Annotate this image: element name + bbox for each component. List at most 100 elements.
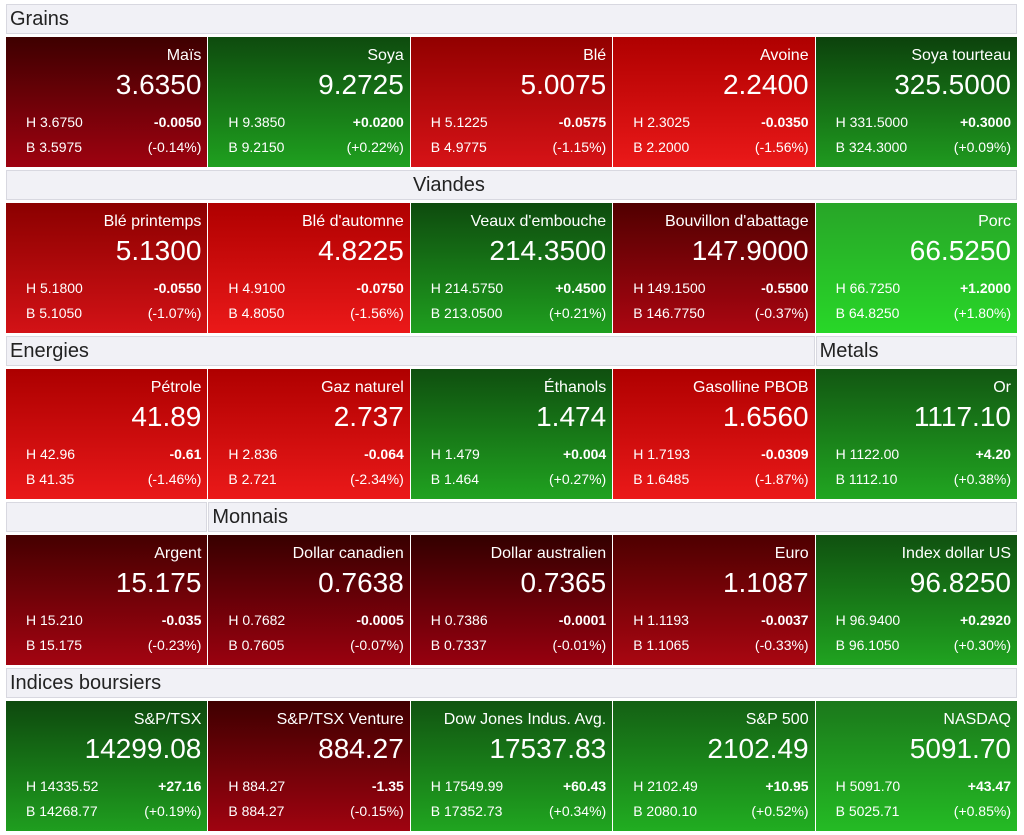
quote-percent: (-1.56%) xyxy=(350,305,404,321)
section-header-row: Energies Metals xyxy=(6,336,1017,366)
section-header-row: Monnais xyxy=(6,502,1017,532)
quote-tile: Blé 5.0075 H 5.1225 -0.0575 B 4.9775 (-1.15%) xyxy=(410,37,613,167)
quote-low: B 2.2000 xyxy=(633,139,690,155)
quote-tile: Index dollar US 96.8250 H 96.9400 +0.2920 B … xyxy=(815,535,1017,665)
quote-name: Maïs xyxy=(166,47,202,64)
quote-percent: (-1.56%) xyxy=(754,139,809,155)
quote-name: Dollar canadien xyxy=(292,545,404,562)
quote-tile: Or 1117.10 H 1122.00 +4.20 B 1112.10 (+0.38%) xyxy=(815,369,1017,499)
quote-tile: Blé printemps 5.1300 H 5.1800 -0.0550 B 5.10… xyxy=(6,203,208,333)
quote-change: +0.3000 xyxy=(959,114,1011,130)
quote-last: 2.737 xyxy=(333,401,404,432)
quote-percent: (+0.19%) xyxy=(144,803,202,819)
quote-low: B 146.7750 xyxy=(633,305,705,321)
quote-percent: (-1.46%) xyxy=(147,471,202,487)
quote-percent: (+0.21%) xyxy=(548,305,607,321)
quote-percent: (-0.23%) xyxy=(147,637,202,653)
section-header: Energies xyxy=(6,336,815,366)
quote-name: Pétrole xyxy=(150,379,202,396)
quote-percent: (-2.34%) xyxy=(350,471,404,487)
tile-row: Pétrole 41.89 H 42.96 -0.61 B 41.35 (-1.46%) G… xyxy=(6,369,1017,499)
quote-tile: Dow Jones Indus. Avg. 17537.83 H 17549.99 +… xyxy=(410,701,613,831)
quote-low: B 17352.73 xyxy=(430,803,503,819)
section-header: Metals xyxy=(815,336,1017,366)
quote-last: 4.8225 xyxy=(318,235,404,266)
quote-high: H 1.479 xyxy=(430,446,480,462)
quote-last: 15.175 xyxy=(115,567,202,598)
section-header: Viandes xyxy=(6,170,1017,200)
quote-name: Argent xyxy=(154,545,202,562)
quote-high: H 5.1225 xyxy=(430,114,488,130)
quote-last: 41.89 xyxy=(131,401,202,432)
quote-low: B 884.27 xyxy=(228,803,285,819)
header-spacer xyxy=(6,502,208,532)
quote-tile: Argent 15.175 H 15.210 -0.035 B 15.175 (-0.23… xyxy=(6,535,208,665)
quote-name: Avoine xyxy=(759,47,809,64)
quote-high: H 96.9400 xyxy=(835,612,901,628)
quote-change: -0.61 xyxy=(169,446,202,462)
quote-last: 9.2725 xyxy=(318,69,404,100)
quote-change: -0.0309 xyxy=(761,446,809,462)
quote-high: H 1.1193 xyxy=(633,612,689,628)
quote-percent: (-0.37%) xyxy=(754,305,809,321)
quote-percent: (-0.01%) xyxy=(552,637,607,653)
quote-last: 0.7365 xyxy=(520,567,607,598)
quote-high: H 0.7682 xyxy=(228,612,286,628)
quote-last: 2.2400 xyxy=(722,69,809,100)
quote-last: 325.5000 xyxy=(894,69,1011,100)
quote-last: 1.6560 xyxy=(722,401,809,432)
quote-tile: Maïs 3.6350 H 3.6750 -0.0050 B 3.5975 (-0.14%… xyxy=(6,37,208,167)
quote-low: B 96.1050 xyxy=(835,637,900,653)
quote-last: 214.3500 xyxy=(489,235,607,266)
quote-change: -0.0001 xyxy=(558,612,607,628)
quote-high: H 15.210 xyxy=(26,612,83,628)
quote-tile: Avoine 2.2400 H 2.3025 -0.0350 B 2.2000 (-1.5… xyxy=(613,37,815,167)
quote-change: +0.0200 xyxy=(352,114,404,130)
quote-last: 96.8250 xyxy=(909,567,1011,598)
section-header: Grains xyxy=(6,4,1017,34)
section-header-row: Grains xyxy=(6,4,1017,34)
quote-percent: (+0.38%) xyxy=(953,471,1011,487)
quote-high: H 2102.49 xyxy=(633,778,698,794)
quote-last: 66.5250 xyxy=(909,235,1011,266)
quote-name: S&P 500 xyxy=(745,711,809,728)
quote-tile: Dollar australien 0.7365 H 0.7386 -0.0001 B … xyxy=(410,535,613,665)
quote-tile: S&P/TSX 14299.08 H 14335.52 +27.16 B 14268.7… xyxy=(6,701,208,831)
quote-name: Euro xyxy=(774,545,809,562)
quote-change: -0.0037 xyxy=(761,612,809,628)
quote-name: Soya xyxy=(367,47,404,64)
quote-high: H 1.7193 xyxy=(633,446,691,462)
quote-name: Éthanols xyxy=(543,379,607,396)
quote-name: Index dollar US xyxy=(901,545,1011,562)
quote-name: S&P/TSX xyxy=(133,711,202,728)
quote-high: H 331.5000 xyxy=(835,114,908,130)
quote-tile: Éthanols 1.474 H 1.479 +0.004 B 1.464 (+0.27%… xyxy=(410,369,613,499)
quote-last: 884.27 xyxy=(318,733,404,764)
quote-name: Gasolline PBOB xyxy=(692,379,809,396)
quote-low: B 1.1065 xyxy=(633,637,690,653)
quote-last: 0.7638 xyxy=(318,567,404,598)
quote-high: H 0.7386 xyxy=(430,612,488,628)
tile-row: Argent 15.175 H 15.210 -0.035 B 15.175 (-0.23… xyxy=(6,535,1017,665)
quote-last: 5.1300 xyxy=(115,235,202,266)
quote-high: H 2.3025 xyxy=(633,114,691,130)
quote-low: B 0.7337 xyxy=(430,637,487,653)
market-board: Grains Maïs 3.6350 H 3.6750 -0.0050 B 3.5975… xyxy=(6,4,1017,834)
quote-high: H 884.27 xyxy=(228,778,286,794)
quote-change: -0.0575 xyxy=(558,114,607,130)
quote-low: B 64.8250 xyxy=(835,305,900,321)
quote-low: B 5025.71 xyxy=(835,803,900,819)
quote-high: H 1122.00 xyxy=(835,446,900,462)
quote-change: +4.20 xyxy=(975,446,1011,462)
quote-change: -0.5500 xyxy=(761,280,809,296)
quote-name: Blé printemps xyxy=(103,213,202,230)
quote-low: B 4.9775 xyxy=(430,139,487,155)
quote-low: B 2080.10 xyxy=(633,803,698,819)
quote-last: 14299.08 xyxy=(84,733,202,764)
quote-name: Veaux d'embouche xyxy=(470,213,607,230)
quote-tile: Dollar canadien 0.7638 H 0.7682 -0.0005 B 0.… xyxy=(208,535,410,665)
quote-name: Bouvillon d'abattage xyxy=(664,213,809,230)
quote-name: NASDAQ xyxy=(943,711,1011,728)
quote-change: -0.0005 xyxy=(356,612,404,628)
quote-low: B 9.2150 xyxy=(228,139,285,155)
